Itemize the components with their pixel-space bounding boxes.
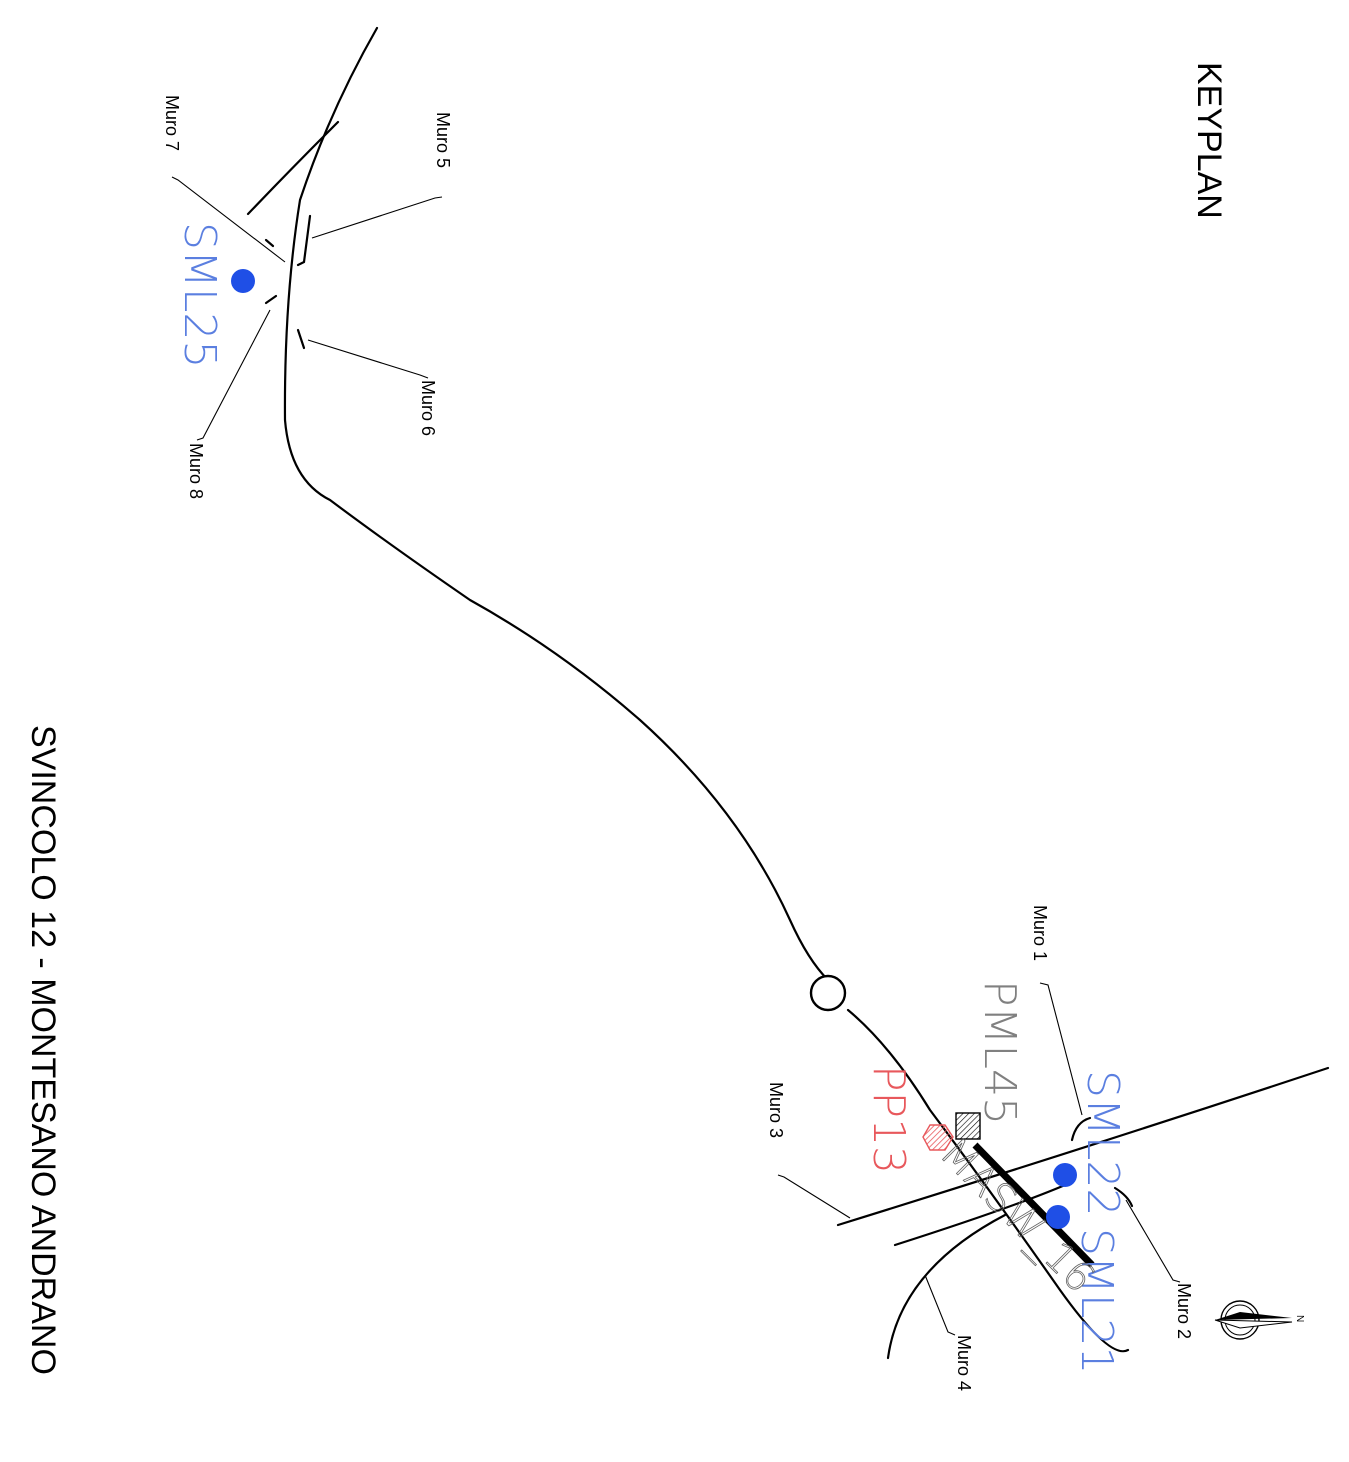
project-subtitle: SVINCOLO 12 - MONTESANO ANDRANO [24, 725, 62, 1375]
north-label: N [1294, 1315, 1305, 1322]
point-label-sml25: SML25 [174, 222, 225, 368]
survey-point-pml45: PML45 [956, 980, 1025, 1139]
survey-point-sml25: SML25 [174, 222, 255, 368]
main-road [285, 28, 1128, 1351]
wall-label-muro3: Muro 3 [766, 1082, 786, 1138]
point-label-sml22: SML22 [1077, 1070, 1128, 1216]
wall-label-muro4: Muro 4 [954, 1335, 974, 1391]
wall-label-muro6: Muro 6 [418, 380, 438, 436]
wall-label-muro2: Muro 2 [1174, 1283, 1194, 1339]
wall-label-muro1: Muro 1 [1030, 905, 1050, 961]
point-label-pp13: PP13 [863, 1065, 914, 1174]
north-arrow-icon: N [1215, 1301, 1305, 1339]
wall-label-muro5: Muro 5 [433, 112, 453, 168]
wall-label-muro7: Muro 7 [162, 95, 182, 151]
keyplan-title: KEYPLAN [1190, 62, 1228, 219]
wall-label-muro8: Muro 8 [186, 443, 206, 499]
north-ramps [248, 122, 338, 348]
roundabout [811, 976, 845, 1010]
survey-point-sml22: SML22 [1053, 1070, 1128, 1216]
point-label-pml45: PML45 [974, 980, 1025, 1125]
